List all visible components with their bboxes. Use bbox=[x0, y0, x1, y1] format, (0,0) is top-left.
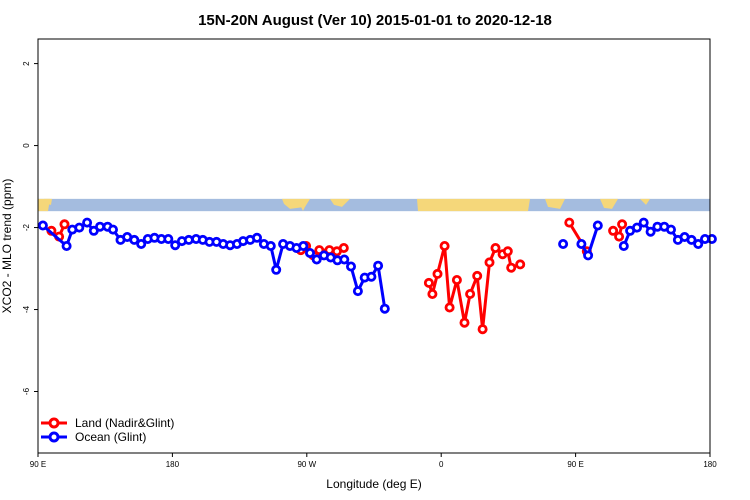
series-0-point-29 bbox=[614, 231, 625, 242]
series-1-point-6 bbox=[95, 221, 106, 232]
series-1-point-31 bbox=[265, 240, 276, 251]
series-0-point-30 bbox=[617, 219, 628, 230]
series-1-point-63 bbox=[686, 234, 697, 245]
legend-label-land: Land (Nadir&Glint) bbox=[75, 416, 174, 430]
series-1-point-52 bbox=[592, 220, 603, 231]
map-strip bbox=[38, 198, 710, 212]
chart-title: 15N-20N August (Ver 10) 2015-01-01 to 20… bbox=[198, 12, 552, 29]
series-layer bbox=[37, 217, 717, 335]
series-1-point-12 bbox=[136, 238, 147, 249]
series-1-point-53 bbox=[618, 240, 629, 251]
series-0-point-12 bbox=[432, 268, 443, 279]
series-1-point-0 bbox=[37, 220, 48, 231]
map-land-9 bbox=[520, 202, 528, 211]
series-0-point-9 bbox=[338, 242, 349, 253]
x-tick-label-4: 90 E bbox=[567, 460, 583, 469]
series-1-point-50 bbox=[576, 238, 587, 249]
series-1-point-44 bbox=[352, 286, 363, 297]
map-land-4 bbox=[330, 198, 350, 207]
map-strip-ocean bbox=[38, 198, 710, 212]
series-0-point-17 bbox=[465, 288, 476, 299]
series-1-point-42 bbox=[339, 254, 350, 265]
y-tick-label-3: -4 bbox=[22, 305, 31, 313]
series-1-point-66 bbox=[706, 233, 717, 244]
series-0-point-2 bbox=[59, 219, 70, 230]
series-1-point-57 bbox=[645, 226, 656, 237]
series-1-point-36 bbox=[298, 240, 309, 251]
series-1-point-11 bbox=[129, 234, 140, 245]
series-1-point-37 bbox=[304, 247, 315, 258]
map-land-5 bbox=[417, 198, 530, 212]
series-1-point-47 bbox=[373, 260, 384, 271]
y-tick-label-0: 2 bbox=[22, 61, 31, 66]
series-1 bbox=[37, 217, 717, 314]
x-tick-label-3: 0 bbox=[439, 460, 444, 469]
series-0-point-26 bbox=[564, 217, 575, 228]
y-tick-label-1: 0 bbox=[22, 143, 31, 148]
series-1-point-1 bbox=[61, 240, 72, 251]
series-0-point-11 bbox=[427, 288, 438, 299]
series-0-point-13 bbox=[439, 240, 450, 251]
legend-item-ocean: Ocean (Glint) bbox=[41, 430, 146, 444]
series-0-point-20 bbox=[484, 257, 495, 268]
legend-marker-land bbox=[48, 417, 60, 429]
series-0-point-15 bbox=[451, 274, 462, 285]
series-1-point-60 bbox=[666, 224, 677, 235]
x-tick-label-1: 180 bbox=[166, 460, 180, 469]
series-1-point-49 bbox=[558, 238, 569, 249]
series-0-point-25 bbox=[515, 259, 526, 270]
series-1-point-46 bbox=[366, 271, 377, 282]
series-1-point-16 bbox=[163, 233, 174, 244]
series-1-point-38 bbox=[311, 254, 322, 265]
y-tick-label-2: -2 bbox=[22, 223, 31, 231]
x-tick-label-5: 180 bbox=[703, 460, 717, 469]
series-1-point-4 bbox=[82, 217, 93, 228]
legend-label-ocean: Ocean (Glint) bbox=[75, 430, 146, 444]
series-0-point-24 bbox=[506, 262, 517, 273]
series-1-point-43 bbox=[345, 261, 356, 272]
plot-area bbox=[37, 38, 717, 454]
legend-marker-ocean bbox=[48, 431, 60, 443]
series-0-point-23 bbox=[502, 246, 513, 257]
series-1-point-3 bbox=[74, 222, 85, 233]
series-1-point-29 bbox=[251, 232, 262, 243]
x-tick-label-2: 90 W bbox=[297, 460, 316, 469]
x-axis: 90 E 180 90 W 0 90 E 180 bbox=[30, 453, 717, 469]
series-1-point-32 bbox=[271, 264, 282, 275]
series-0-point-28 bbox=[608, 225, 619, 236]
plot-frame-top bbox=[37, 38, 711, 454]
series-0-point-10 bbox=[423, 277, 434, 288]
series-0-point-18 bbox=[472, 270, 483, 281]
map-land-6 bbox=[545, 198, 565, 209]
map-land-1 bbox=[44, 198, 52, 205]
series-1-point-48 bbox=[379, 303, 390, 314]
series-1-point-17 bbox=[170, 240, 181, 251]
series-1-point-56 bbox=[638, 217, 649, 228]
series-0-point-19 bbox=[477, 324, 488, 335]
y-tick-label-4: -6 bbox=[22, 387, 31, 395]
series-0-point-14 bbox=[444, 302, 455, 313]
map-land-3 bbox=[300, 204, 306, 211]
series-1-point-55 bbox=[632, 222, 643, 233]
map-land-8 bbox=[640, 198, 650, 205]
series-0-point-21 bbox=[490, 242, 501, 253]
x-axis-label: Longitude (deg E) bbox=[326, 477, 421, 491]
series-1-point-8 bbox=[108, 224, 119, 235]
y-axis-label: XCO2 - MLO trend (ppm) bbox=[0, 179, 14, 314]
legend-item-land: Land (Nadir&Glint) bbox=[41, 416, 174, 430]
series-1-point-64 bbox=[693, 238, 704, 249]
series-1-point-51 bbox=[583, 250, 594, 261]
x-tick-label-0: 90 E bbox=[30, 460, 46, 469]
y-axis: 2 0 -2 -4 -6 bbox=[22, 61, 38, 395]
map-land-7 bbox=[600, 198, 618, 209]
legend: Land (Nadir&Glint) Ocean (Glint) bbox=[41, 416, 174, 444]
plot-frame bbox=[37, 38, 711, 454]
series-0-point-16 bbox=[459, 317, 470, 328]
